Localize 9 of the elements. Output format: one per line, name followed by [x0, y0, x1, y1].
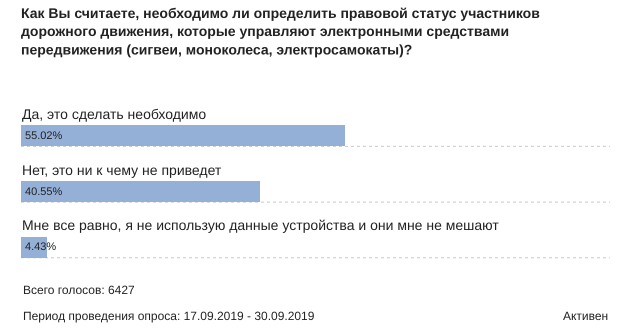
text: Период проведения опроса: 17.09.2019 - 30.09.2019 — [23, 309, 315, 323]
data-label: 40.55% — [25, 186, 63, 198]
text: Всего голосов: 6427 — [23, 283, 136, 297]
chart-title: Как Вы считаете, необходимо ли определить правовой статус участников дорожного движения, которые управляют электронными средствами передвижения (сигвеи, моноколеса, электросамокаты)? — [21, 5, 540, 58]
y-tick-label: Мне все равно, я не использую данные устройства и они мне не мешают — [22, 217, 500, 233]
y-tick-label: Да, это сделать необходимо — [22, 106, 206, 122]
text: Активен — [563, 309, 608, 323]
y-tick-label: Нет, это ни к чему не приведет — [22, 162, 222, 178]
data-label: 55.02% — [25, 130, 63, 142]
